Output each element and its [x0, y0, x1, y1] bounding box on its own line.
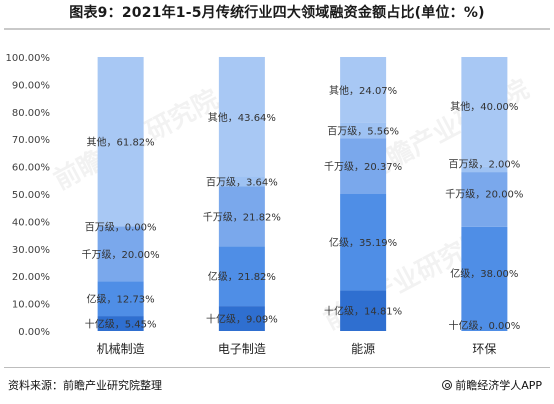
bar-segment: [218, 306, 265, 331]
bar-segment: [218, 176, 265, 187]
data-label: 其他，40.00%: [450, 100, 518, 113]
y-tick-label: 30.00%: [12, 245, 50, 256]
bar-segment: [461, 172, 508, 227]
bar-segment: [340, 57, 387, 123]
bar-segment: [461, 57, 508, 167]
data-label: 亿级，12.73%: [87, 293, 155, 306]
bars-layer: [97, 56, 508, 331]
bar-segment: [97, 316, 144, 331]
brand-name: 前瞻经济学人APP: [455, 379, 542, 392]
bar-segment: [461, 226, 508, 331]
x-category-label: 环保: [472, 342, 496, 356]
bar-segment: [340, 194, 387, 291]
chart-title: 图表9：2021年1-5月传统行业四大领域融资金额占比(单位：%): [69, 5, 485, 21]
data-label: 百万级，0.00%: [85, 221, 157, 233]
data-label: 千万级，21.82%: [203, 211, 281, 223]
x-category-label: 机械制造: [97, 341, 145, 356]
stacked-bar-chart: 前瞻产业研究院前瞻产业研究院前瞻产业研究院 0.00%10.00%20.00%3…: [6, 53, 534, 356]
y-tick-label: 0.00%: [18, 327, 50, 338]
y-tick-label: 40.00%: [12, 217, 50, 228]
y-axis: 0.00% 10.00% 20.00% 30.00% 40.00% 50.00% 60.00…: [6, 53, 51, 338]
bar-segment: [97, 57, 144, 227]
source-note: 资料来源：前瞻产业研究院整理: [8, 379, 162, 392]
data-label: 十亿级，9.09%: [206, 313, 278, 326]
bar-segment: [97, 226, 144, 282]
bar-segment: [340, 122, 387, 139]
brand-credit: 前瞻经济学人APP: [442, 377, 542, 393]
y-tick-label: 100.00%: [6, 53, 51, 64]
bar-segment: [218, 246, 265, 307]
footer-divider: [4, 367, 550, 368]
title-divider: [4, 28, 550, 30]
x-axis: 机械制造 电子制造 能源 环保: [97, 341, 497, 356]
bar-segment: [218, 186, 265, 247]
data-label: 亿级，35.19%: [329, 236, 397, 249]
bar-segment: [340, 290, 387, 331]
y-tick-label: 10.00%: [12, 300, 50, 311]
bar-segment: [218, 56, 265, 177]
y-tick-label: 80.00%: [12, 108, 50, 119]
data-label: 百万级，5.56%: [327, 126, 399, 138]
x-category-label: 能源: [351, 342, 375, 356]
data-label: 百万级，3.64%: [206, 177, 278, 189]
y-tick-label: 50.00%: [12, 190, 50, 201]
data-label: 十亿级，0.00%: [448, 319, 520, 332]
y-tick-label: 60.00%: [12, 163, 50, 174]
brand-logo-icon: [442, 380, 453, 390]
data-label: 十亿级，14.81%: [324, 305, 402, 318]
data-label: 其他，24.07%: [329, 84, 397, 97]
data-label: 其他，61.82%: [87, 136, 155, 149]
y-tick-label: 20.00%: [12, 272, 50, 283]
data-label: 千万级，20.00%: [82, 249, 160, 261]
data-label: 百万级，2.00%: [448, 158, 520, 170]
data-label: 十亿级，5.45%: [85, 318, 157, 331]
bar-segment: [340, 138, 387, 194]
y-tick-label: 70.00%: [12, 135, 50, 146]
data-label: 千万级，20.37%: [324, 161, 402, 173]
bar-segment: [97, 281, 144, 317]
bar-segment: [461, 166, 508, 173]
x-category-label: 电子制造: [218, 342, 266, 356]
data-label: 亿级，38.00%: [450, 267, 518, 280]
data-label: 其他，43.64%: [208, 111, 276, 124]
y-tick-label: 90.00%: [12, 80, 50, 91]
data-label: 亿级，21.82%: [208, 270, 276, 283]
data-label: 千万级，20.00%: [445, 188, 523, 200]
data-labels-layer: 十亿级，5.45% 亿级，12.73% 千万级，20.00% 百万级，0.00% 其他，…: [82, 84, 524, 332]
